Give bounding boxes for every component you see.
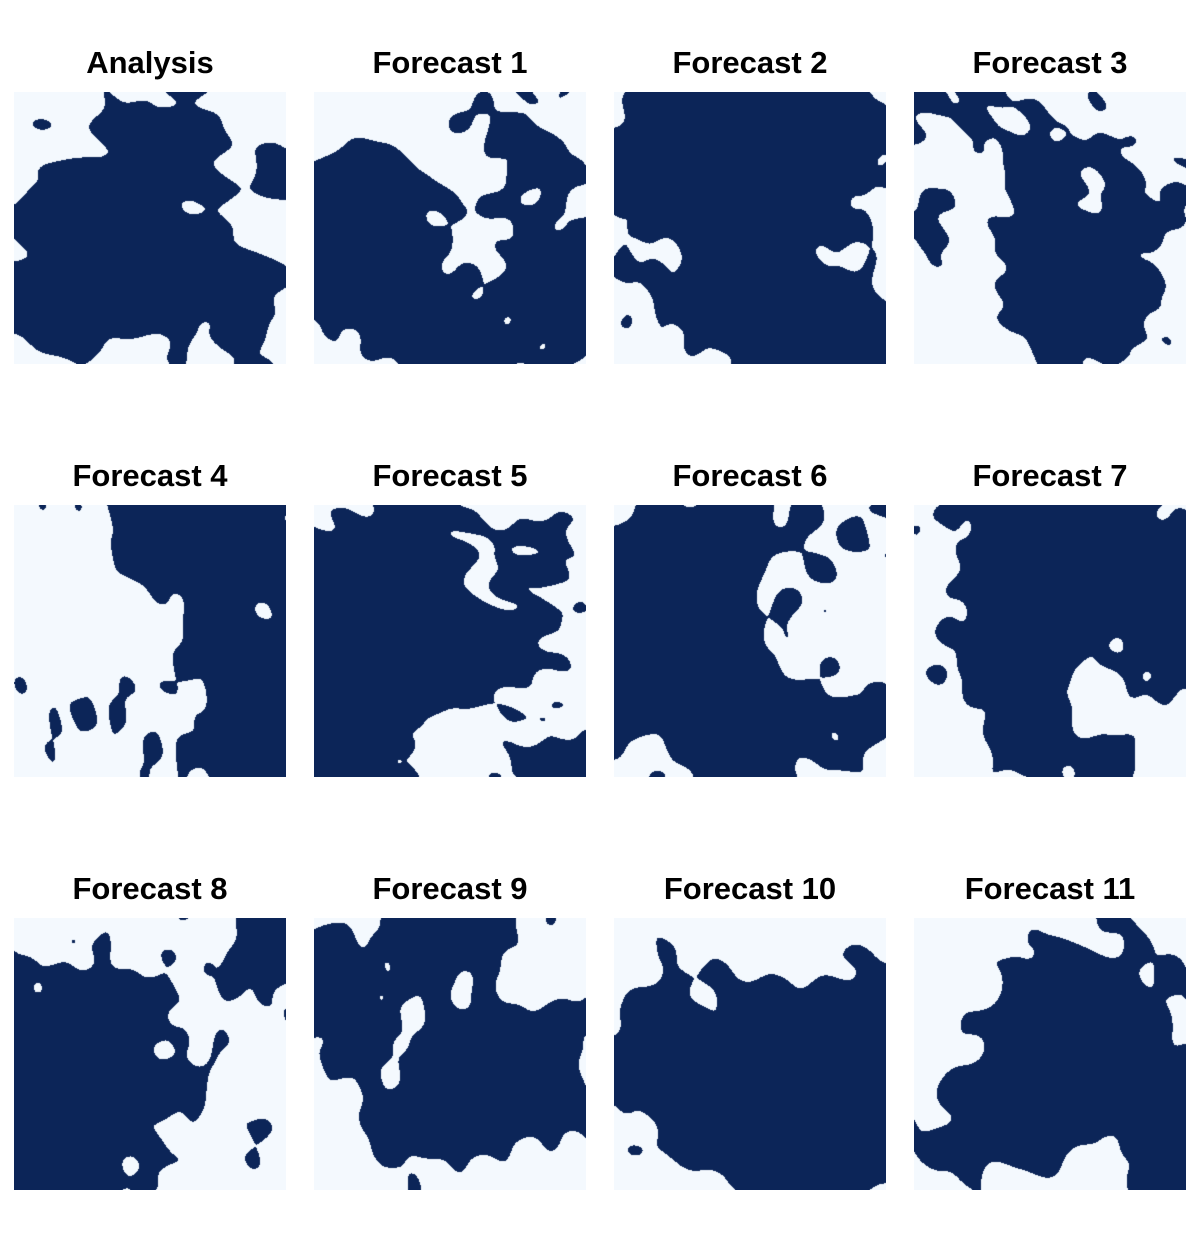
binary-field-map	[314, 92, 586, 364]
panel-forecast-8: Forecast 8	[0, 826, 300, 1190]
panel-forecast-1: Forecast 1	[300, 0, 600, 364]
panel-forecast-7: Forecast 7	[900, 413, 1200, 777]
binary-field-map	[614, 505, 886, 777]
panel-forecast-4: Forecast 4	[0, 413, 300, 777]
panel-forecast-10: Forecast 10	[600, 826, 900, 1190]
panel-title: Forecast 10	[663, 871, 837, 906]
binary-field-map	[314, 505, 586, 777]
panel-title: Forecast 2	[672, 45, 828, 80]
panel-forecast-5: Forecast 5	[300, 413, 600, 777]
binary-field-map	[614, 918, 886, 1190]
panel-title: Forecast 11	[964, 871, 1136, 906]
panel-forecast-11: Forecast 11	[900, 826, 1200, 1190]
binary-field-map	[914, 92, 1186, 364]
binary-field-map	[314, 918, 586, 1190]
panel-analysis: Analysis	[0, 0, 300, 364]
panel-title: Forecast 1	[372, 45, 528, 80]
panel-title: Forecast 3	[972, 45, 1128, 80]
panel-title: Analysis	[86, 45, 214, 80]
binary-field-map	[14, 92, 286, 364]
binary-field-map	[14, 918, 286, 1190]
panel-forecast-6: Forecast 6	[600, 413, 900, 777]
panel-title: Forecast 7	[972, 458, 1128, 493]
panel-title: Forecast 9	[372, 871, 528, 906]
panel-title: Forecast 4	[72, 458, 228, 493]
panel-title: Forecast 8	[72, 871, 228, 906]
panel-title: Forecast 5	[372, 458, 528, 493]
binary-field-map	[914, 505, 1186, 777]
binary-field-map	[14, 505, 286, 777]
panel-forecast-2: Forecast 2	[600, 0, 900, 364]
binary-field-map	[614, 92, 886, 364]
panel-forecast-3: Forecast 3	[900, 0, 1200, 364]
panel-title: Forecast 6	[672, 458, 828, 493]
binary-field-map	[914, 918, 1186, 1190]
panel-forecast-9: Forecast 9	[300, 826, 600, 1190]
